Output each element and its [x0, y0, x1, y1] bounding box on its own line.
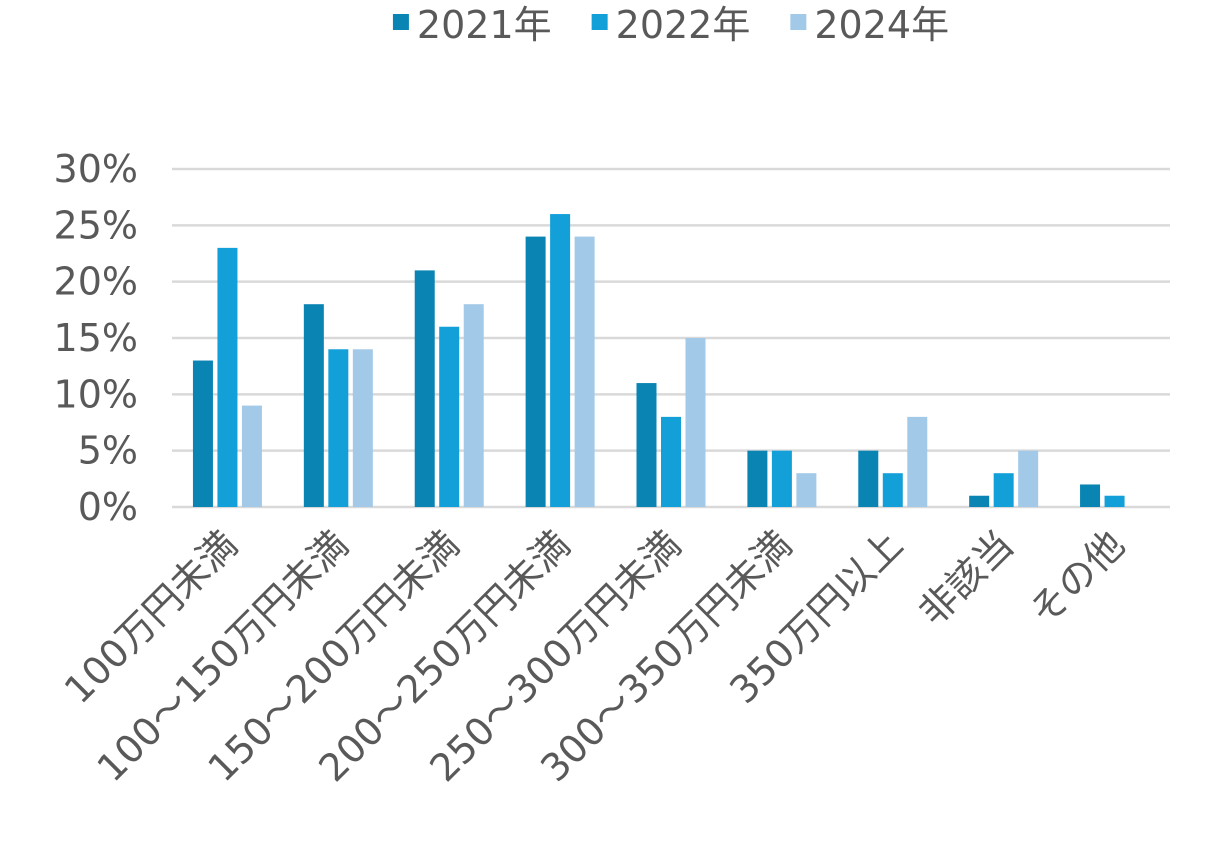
- y-tick-label: 15%: [54, 316, 138, 360]
- bar: [636, 383, 657, 507]
- bar: [882, 473, 903, 507]
- x-axis: 100万円未満100～150万円未満150～200万円未満200～250万円未満…: [56, 522, 1133, 790]
- y-tick-label: 0%: [78, 485, 138, 529]
- bar: [1080, 484, 1101, 507]
- bar: [352, 349, 373, 507]
- bar: [661, 416, 681, 507]
- bar: [328, 349, 349, 507]
- y-tick-label: 5%: [78, 429, 138, 473]
- legend-label: 2024年: [814, 3, 949, 47]
- bar: [241, 405, 262, 507]
- y-tick-label: 25%: [54, 203, 138, 247]
- bar: [1104, 495, 1125, 507]
- bar: [217, 247, 238, 507]
- bar: [907, 416, 928, 507]
- y-tick-label: 10%: [54, 372, 138, 416]
- bar: [796, 473, 817, 507]
- bar: [685, 338, 706, 507]
- legend-swatch: [392, 14, 409, 30]
- x-category-label: その他: [1021, 522, 1133, 634]
- y-tick-label: 20%: [54, 260, 138, 304]
- bar: [993, 473, 1014, 507]
- legend-swatch: [790, 14, 807, 30]
- bar: [303, 304, 324, 507]
- bar: [858, 450, 879, 507]
- bar: [747, 450, 768, 507]
- bar: [439, 326, 460, 507]
- bar: [192, 360, 213, 507]
- bar: [525, 236, 546, 507]
- legend-label: 2021年: [417, 3, 552, 47]
- bar: [414, 270, 435, 507]
- legend-swatch: [591, 14, 608, 30]
- legend: 2021年 2022年 2024年: [392, 3, 949, 47]
- y-tick-label: 30%: [54, 147, 138, 191]
- bar: [969, 495, 990, 507]
- legend-label: 2022年: [616, 3, 751, 47]
- y-axis: 0% 5% 10% 15% 20% 25% 30%: [54, 147, 138, 529]
- bar: [771, 450, 792, 507]
- bar: [1018, 450, 1039, 507]
- x-category-label: 非該当: [910, 522, 1022, 634]
- bar: [550, 214, 571, 508]
- bars: [192, 214, 1125, 508]
- bar: [574, 236, 595, 507]
- bar: [463, 304, 484, 507]
